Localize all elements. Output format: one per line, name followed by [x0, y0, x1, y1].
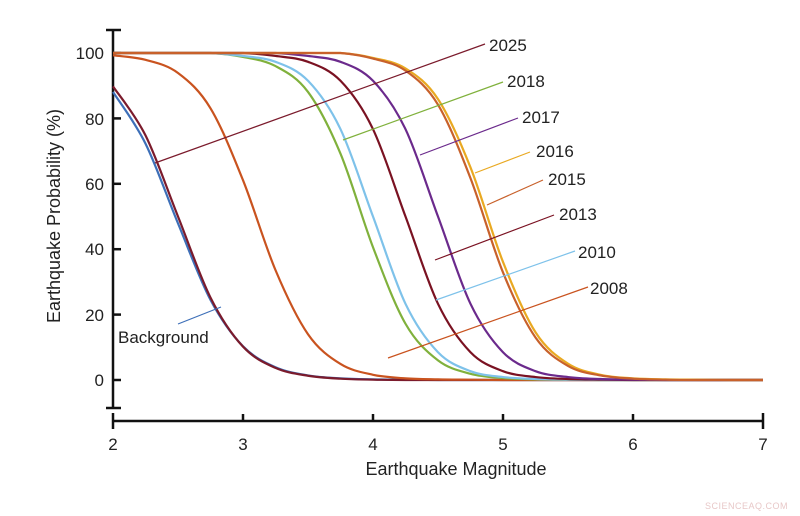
series-line-2017 — [113, 51, 763, 382]
leader-line-2015 — [486, 179, 544, 206]
leader-line-2008 — [387, 286, 589, 359]
series-label-2017: 2017 — [522, 108, 560, 127]
x-tick-label: 7 — [758, 435, 767, 454]
y-tick-label: 20 — [85, 306, 104, 325]
tick-labels: 0 20 40 60 80 100 2 3 4 5 6 7 — [76, 44, 768, 454]
annotations: Background 2025 2008 2018 2010 2013 2017… — [118, 36, 628, 347]
leader-line-2018 — [342, 81, 504, 141]
y-tick-label: 0 — [95, 371, 104, 390]
series-line-background — [112, 91, 763, 382]
x-tick-label: 3 — [238, 435, 247, 454]
x-tick-label: 2 — [108, 435, 117, 454]
leader-line-2010 — [435, 250, 576, 301]
leader-line-background — [177, 306, 222, 325]
series-label-2025: 2025 — [489, 36, 527, 55]
series-label-2010: 2010 — [578, 243, 616, 262]
leader-line-2025 — [154, 43, 486, 164]
watermark: SCIENCEAQ.COM — [705, 501, 788, 511]
x-tick-label: 6 — [628, 435, 637, 454]
curves — [112, 51, 763, 382]
series-label-2016: 2016 — [536, 142, 574, 161]
leader-line-2013 — [434, 214, 555, 261]
x-tick-label: 4 — [368, 435, 377, 454]
series-line-2025 — [112, 85, 763, 382]
y-tick-label: 100 — [76, 44, 104, 63]
axes — [106, 28, 765, 429]
x-axis-label: Earthquake Magnitude — [365, 459, 546, 479]
y-tick-label: 80 — [85, 110, 104, 129]
y-tick-label: 60 — [85, 175, 104, 194]
series-label-2018: 2018 — [507, 72, 545, 91]
leader-line-2017 — [419, 117, 519, 156]
series-line-2015 — [113, 51, 763, 382]
series-label-2013: 2013 — [559, 205, 597, 224]
leader-line-2016 — [474, 151, 531, 174]
y-tick-label: 40 — [85, 240, 104, 259]
y-axis-label: Earthquake Probability (%) — [44, 109, 64, 323]
leader-lines — [154, 43, 589, 359]
x-tick-label: 5 — [498, 435, 507, 454]
series-label-2015: 2015 — [548, 170, 586, 189]
series-label-background: Background — [118, 328, 209, 347]
series-label-2008: 2008 — [590, 279, 628, 298]
